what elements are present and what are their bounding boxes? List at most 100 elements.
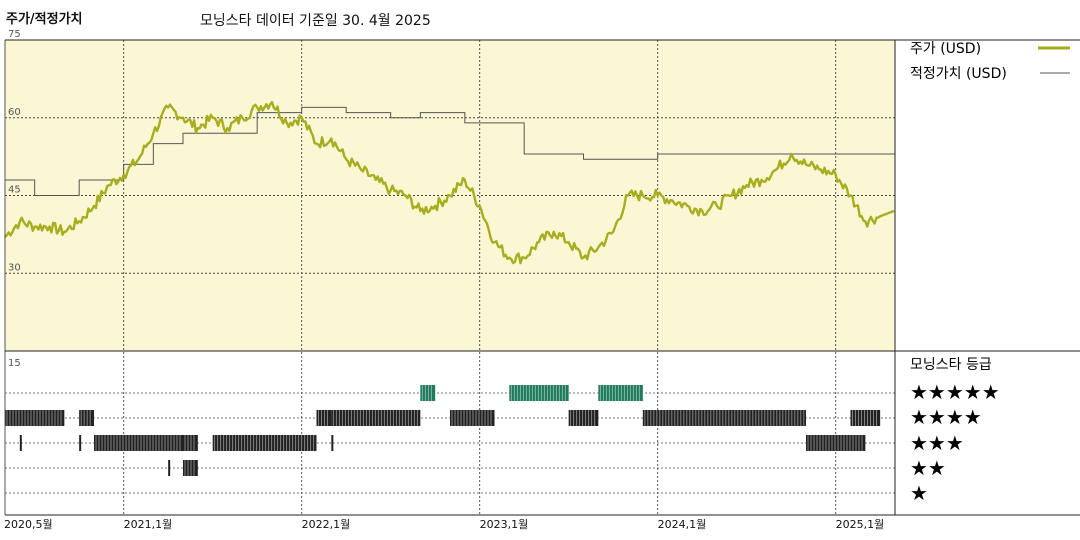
lower-panel-tick-label: 15: [8, 358, 21, 369]
legend-fair-label: 적정가치 (USD): [910, 66, 1007, 82]
price-point-41: [612, 230, 614, 233]
price-point-9: [137, 158, 140, 161]
rating-bar-4star-10: [850, 410, 881, 426]
rating-bar-fill: [850, 410, 881, 426]
rating-bar-2star-19: [183, 460, 198, 476]
rating-bar-fill: [509, 385, 569, 401]
price-point-33: [493, 241, 496, 243]
rating-row-3-stars: ★★★: [910, 431, 964, 455]
price-point-52: [775, 168, 778, 171]
price-point-21: [315, 142, 318, 145]
rating-bar-4star-6: [331, 410, 421, 426]
y-tick-label-45: 45: [8, 185, 21, 196]
price-point-51: [760, 179, 763, 181]
price-point-39: [582, 256, 585, 259]
price-point-14: [211, 116, 214, 119]
price-point-3: [48, 225, 51, 228]
price-point-18: [271, 101, 273, 103]
price-point-29: [434, 205, 436, 207]
rating-bar-4star-5: [316, 410, 332, 426]
price-point-7: [108, 184, 110, 186]
price-point-45: [671, 199, 674, 202]
rating-bar-3star-13: [94, 435, 183, 451]
rating-bar-3star-11: [19, 435, 22, 451]
price-point-2: [33, 225, 36, 228]
rating-bar-4star-8: [568, 410, 599, 426]
price-point-17: [256, 106, 258, 109]
price-point-43: [642, 194, 644, 197]
price-point-46: [686, 205, 689, 207]
legend-price-label: 주가 (USD): [910, 41, 981, 57]
price-point-40: [597, 246, 600, 249]
price-point-12: [182, 116, 184, 119]
price-point-22: [330, 137, 333, 140]
price-point-49: [731, 194, 733, 197]
rating-row-4-stars: ★★★★: [910, 405, 982, 429]
fair-value-layer: [5, 106, 895, 196]
rating-bar-4star-4: [79, 410, 94, 426]
price-point-34: [508, 256, 511, 259]
price-point-23: [345, 158, 347, 161]
price-point-32: [478, 205, 481, 207]
price-point-58: [864, 220, 867, 223]
rating-bar-fill: [5, 410, 65, 426]
y-tick-labels: 75 60 45 30 15: [8, 29, 21, 369]
price-line: [4, 101, 895, 265]
price-point-47: [701, 210, 703, 212]
rating-bar-fill: [806, 435, 866, 451]
price-point-27: [404, 194, 407, 197]
x-tick-label-0: 2020,5월: [4, 518, 53, 531]
price-point-53: [790, 153, 792, 155]
price-point-54: [805, 163, 807, 166]
rating-bar-fill: [79, 435, 82, 451]
fair-value-line: [5, 106, 895, 196]
rating-bar-3star-16: [331, 435, 334, 451]
y-tick-label-75: 75: [8, 29, 21, 40]
rating-bar-3star-17: [806, 435, 866, 451]
rating-bar-4star-3: [5, 410, 65, 426]
price-point-24: [360, 168, 362, 171]
price-point-36: [538, 241, 540, 243]
price-point-10: [152, 132, 155, 135]
price-point-8: [122, 173, 125, 176]
rating-bar-fill: [212, 435, 317, 451]
price-point-30: [449, 194, 451, 197]
price-layer: [4, 101, 895, 265]
lower-panel-background: [5, 351, 895, 515]
price-point-11: [167, 106, 169, 109]
price-point-26: [389, 189, 392, 192]
price-point-15: [226, 127, 229, 129]
price-point-1: [19, 220, 21, 223]
rating-bars: [5, 385, 881, 476]
x-tick-label-4: 2024,1월: [658, 518, 707, 531]
price-point-6: [93, 205, 95, 207]
rating-bar-5star-0: [420, 385, 436, 401]
price-point-50: [745, 184, 748, 186]
price-point-55: [820, 168, 822, 171]
x-tick-label-1: 2021,1월: [124, 518, 173, 531]
x-tick-label-3: 2023,1월: [480, 518, 529, 531]
y-tick-label-60: 60: [8, 107, 21, 118]
rating-bar-3star-12: [79, 435, 82, 451]
chart-left-title: 주가/적정가치: [6, 12, 83, 27]
rating-bar-fill: [568, 410, 599, 426]
price-point-28: [419, 210, 422, 212]
rating-bar-4star-7: [450, 410, 495, 426]
price-point-37: [553, 230, 555, 233]
price-point-59: [879, 215, 881, 218]
rating-bar-fill: [331, 410, 421, 426]
rating-bar-5star-2: [598, 385, 643, 401]
rating-row-2-stars: ★★: [910, 456, 946, 480]
y-tick-label-30: 30: [8, 262, 21, 273]
price-point-38: [567, 241, 570, 243]
rating-bar-3star-14: [183, 435, 198, 451]
rating-bar-fill: [642, 410, 806, 426]
price-point-57: [849, 194, 852, 197]
rating-title: 모닝스타 등급: [910, 357, 992, 373]
x-tick-label-5: 2025,1월: [836, 518, 885, 531]
chart-date-title: 모닝스타 데이터 기준일 30. 4월 2025: [200, 13, 431, 29]
rating-bar-4star-9: [642, 410, 806, 426]
price-point-5: [78, 220, 80, 223]
rating-bar-fill: [19, 435, 22, 451]
